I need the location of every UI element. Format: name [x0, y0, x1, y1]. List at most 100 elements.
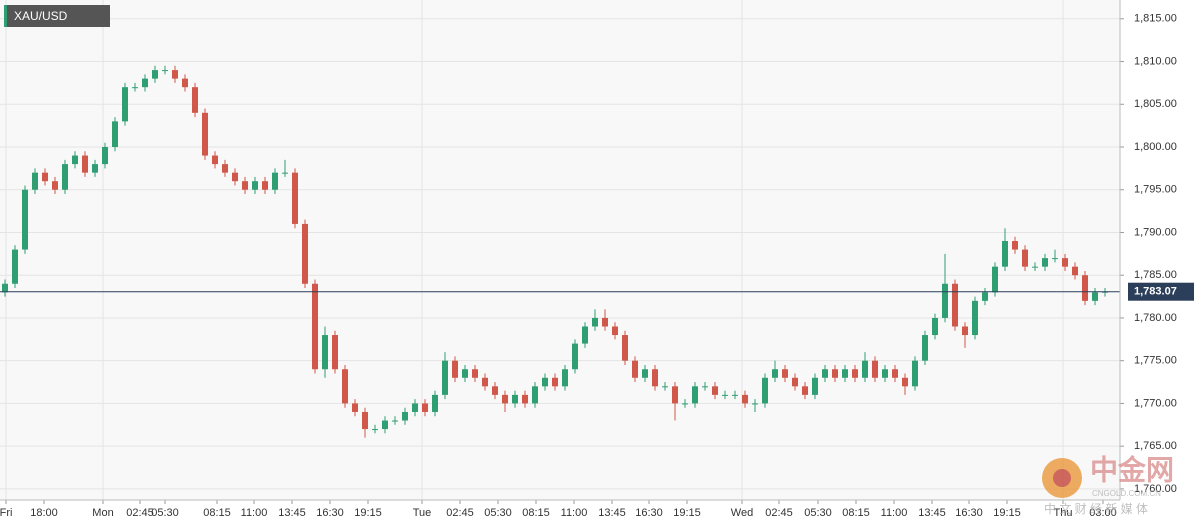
- candle-body: [562, 369, 568, 387]
- candle-body: [62, 164, 68, 190]
- candle-body: [872, 360, 878, 378]
- y-tick-label: 1,775.00: [1134, 355, 1177, 367]
- candle-body: [632, 360, 638, 378]
- candle-body: [802, 386, 808, 395]
- x-tick-label: 11:00: [561, 507, 588, 519]
- candle-body: [672, 386, 678, 404]
- candle-body: [232, 172, 238, 182]
- candle-body: [2, 283, 8, 293]
- grid: [0, 0, 1120, 500]
- y-tick-label: 1,760.00: [1134, 483, 1177, 495]
- candle-body: [522, 394, 528, 404]
- candle-body: [222, 164, 228, 173]
- candle-body: [862, 360, 868, 378]
- candle-body: [732, 394, 738, 396]
- x-tick-label: 02:45: [765, 507, 793, 519]
- candle-body: [82, 155, 88, 173]
- candle-body: [942, 283, 948, 318]
- candle-body: [362, 411, 368, 430]
- candle-body: [1092, 292, 1098, 301]
- candle-body: [202, 112, 208, 156]
- candle-body: [372, 429, 378, 431]
- x-tick-label: 16:30: [635, 507, 663, 519]
- x-tick-label: 16:30: [316, 507, 344, 519]
- candle-body: [832, 369, 838, 378]
- candle-body: [272, 172, 278, 190]
- candle-body: [32, 172, 38, 190]
- candle-body: [552, 377, 558, 387]
- x-tick-label: 11:00: [881, 507, 908, 519]
- candle-body: [22, 189, 28, 250]
- y-tick-label: 1,790.00: [1134, 226, 1177, 238]
- candle-body: [822, 369, 828, 378]
- x-tick-label: 13:45: [278, 507, 306, 519]
- candle-body: [212, 155, 218, 165]
- candle-body: [712, 386, 718, 395]
- candle-body: [382, 420, 388, 430]
- candle-body: [462, 369, 468, 378]
- watermark-tag: 中 文 财 经 新 媒 体: [1044, 501, 1148, 516]
- candle-body: [92, 164, 98, 173]
- candle-body: [662, 386, 668, 388]
- candle-body: [1042, 258, 1048, 267]
- candle-body: [182, 78, 188, 88]
- candle-body: [742, 394, 748, 404]
- candle-body: [1052, 258, 1058, 260]
- candle-body: [282, 172, 288, 174]
- x-tick-label: 05:30: [804, 507, 832, 519]
- x-tick-label: 05:30: [151, 507, 179, 519]
- last-price-box: [1128, 282, 1194, 301]
- candle-body: [722, 394, 728, 396]
- candle-body: [842, 369, 848, 378]
- x-tick-label: 13:45: [918, 507, 946, 519]
- candle-body: [812, 377, 818, 395]
- candle-body: [402, 411, 408, 421]
- candle-body: [262, 181, 268, 190]
- candle-body: [612, 326, 618, 336]
- candle-body: [702, 386, 708, 388]
- x-tick-label: 08:15: [842, 507, 870, 519]
- candle-body: [192, 87, 198, 113]
- candle-body: [992, 266, 998, 293]
- candle-body: [122, 87, 128, 122]
- candle-body: [292, 172, 298, 224]
- candle-body: [152, 70, 158, 79]
- candle-body: [482, 377, 488, 387]
- candle-body: [882, 369, 888, 378]
- y-tick-label: 1,780.00: [1134, 312, 1177, 324]
- y-tick-label: 1,800.00: [1134, 141, 1177, 153]
- y-tick-label: 1,785.00: [1134, 269, 1177, 281]
- candle-body: [1032, 266, 1038, 268]
- y-tick-label: 1,805.00: [1134, 98, 1177, 110]
- x-tick-label: 13:45: [598, 507, 626, 519]
- candle-body: [902, 377, 908, 387]
- x-tick-label: 16:30: [955, 507, 983, 519]
- y-tick-label: 1,795.00: [1134, 184, 1177, 196]
- x-tick-label: 08:15: [203, 507, 231, 519]
- y-tick-label: 1,770.00: [1134, 397, 1177, 409]
- candle-body: [852, 369, 858, 378]
- candle-body: [12, 249, 18, 284]
- candle-body: [572, 343, 578, 370]
- candle-body: [782, 369, 788, 378]
- candles: [0, 65, 1120, 438]
- plot-background: [0, 0, 1120, 500]
- candle-body: [752, 403, 758, 405]
- candle-body: [652, 369, 658, 387]
- candle-body: [922, 335, 928, 361]
- candle-body: [102, 147, 108, 165]
- candle-body: [542, 377, 548, 387]
- x-tick-label: 19:15: [993, 507, 1021, 519]
- candle-body: [1012, 241, 1018, 250]
- candle-body: [72, 155, 78, 165]
- candle-body: [302, 223, 308, 284]
- x-tick-label: 19:15: [354, 507, 382, 519]
- candle-body: [1002, 241, 1008, 267]
- candle-body: [1082, 275, 1088, 301]
- candle-body: [602, 317, 608, 327]
- candle-body: [682, 403, 688, 405]
- title-box: [4, 5, 110, 27]
- candle-body: [792, 377, 798, 387]
